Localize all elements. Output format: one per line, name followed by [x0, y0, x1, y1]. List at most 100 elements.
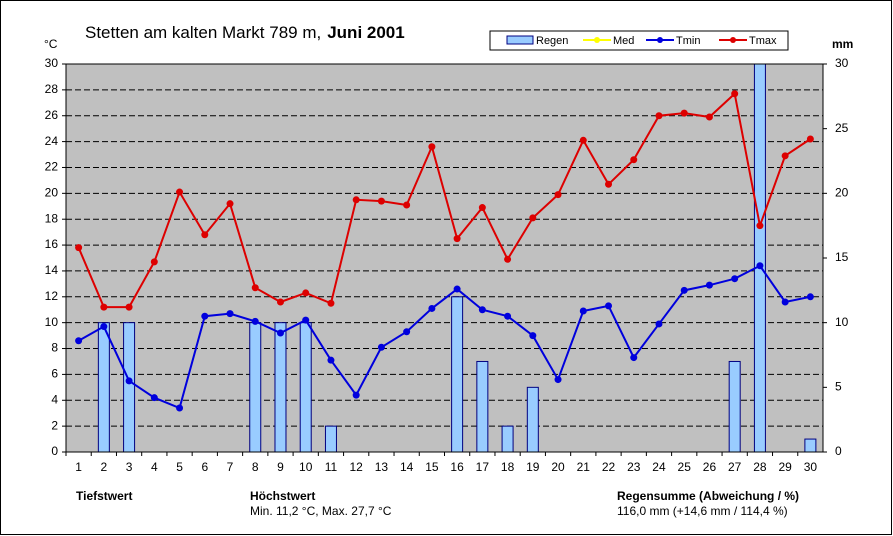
y-tick-label: 14	[45, 263, 59, 277]
legend-swatch	[730, 37, 736, 43]
point	[554, 376, 562, 384]
point	[781, 298, 789, 306]
y-tick-label: 8	[51, 341, 58, 355]
point	[731, 90, 739, 98]
rain-bar	[753, 63, 766, 453]
legend-label: Med	[613, 35, 634, 47]
point	[75, 337, 83, 345]
legend	[489, 30, 789, 51]
point	[781, 152, 789, 160]
footer-minmax: Min. 11,2 °C, Max. 27,7 °C	[250, 504, 392, 518]
point	[605, 180, 613, 188]
point	[756, 222, 764, 230]
title: Stetten am kalten Markt 789 m,	[85, 23, 321, 42]
y-tick-label: 28	[45, 82, 59, 96]
x-tick-label: 4	[151, 460, 158, 474]
point	[226, 200, 234, 208]
legend-swatch	[506, 35, 534, 45]
series-line	[77, 91, 811, 309]
point	[125, 377, 133, 385]
point	[731, 275, 739, 283]
point	[302, 289, 310, 297]
x-tick-label: 6	[201, 460, 208, 474]
x-tick-label: 15	[425, 460, 439, 474]
point	[428, 143, 436, 151]
x-tick-label: 22	[602, 460, 616, 474]
x-tick-label: 24	[652, 460, 666, 474]
rain-bar	[249, 322, 262, 453]
point	[529, 214, 537, 222]
chart-title: Stetten am kalten Markt 789 m, Juni 2001	[85, 23, 405, 42]
x-tick-label: 3	[126, 460, 133, 474]
x-tick-label: 30	[804, 460, 818, 474]
x-tick-label: 1	[75, 460, 82, 474]
x-tick-label: 12	[350, 460, 364, 474]
y-tick-label: 24	[45, 134, 59, 148]
point	[302, 316, 310, 324]
point	[201, 312, 209, 320]
point	[806, 135, 814, 143]
point	[579, 136, 587, 144]
point	[529, 332, 537, 340]
x-tick-label: 27	[728, 460, 742, 474]
footer-rain: 116,0 mm (+14,6 mm / 114,4 %)	[617, 504, 788, 518]
y-axis-label: °C	[44, 37, 58, 51]
rain-bar	[804, 438, 817, 453]
x-tick-label: 10	[299, 460, 313, 474]
y-tick-label: 30	[45, 56, 59, 70]
x-tick-label: 19	[526, 460, 540, 474]
x-tick-label: 25	[678, 460, 692, 474]
x-tick-label: 21	[577, 460, 591, 474]
x-tick-label: 18	[501, 460, 515, 474]
point	[428, 304, 436, 312]
rain-bar	[274, 322, 287, 453]
point	[705, 113, 713, 121]
point	[150, 394, 158, 402]
point	[756, 262, 764, 270]
rain-bar	[526, 386, 539, 453]
y-tick-label: 10	[45, 315, 59, 329]
point	[403, 328, 411, 336]
title-bold: Juni 2001	[327, 23, 405, 42]
x-tick-label: 2	[101, 460, 108, 474]
legend-label: Regen	[536, 35, 568, 47]
y2-tick-label: 5	[835, 380, 842, 394]
y-tick-label: 2	[51, 418, 58, 432]
point	[453, 285, 461, 293]
point	[478, 306, 486, 314]
plot-border	[65, 63, 824, 453]
point	[655, 112, 663, 120]
y2-tick-label: 0	[835, 444, 842, 458]
point	[352, 391, 360, 399]
point	[705, 281, 713, 289]
point	[377, 197, 385, 205]
y-tick-label: 22	[45, 160, 59, 174]
point	[226, 310, 234, 318]
point	[201, 231, 209, 239]
point	[276, 298, 284, 306]
point	[605, 302, 613, 310]
y-tick-label: 0	[51, 444, 58, 458]
plot-area	[66, 64, 823, 452]
y-tick-label: 12	[45, 289, 59, 303]
point	[579, 307, 587, 315]
point	[504, 312, 512, 320]
y2-tick-label: 25	[835, 121, 849, 135]
x-tick-label: 26	[703, 460, 717, 474]
x-tick-label: 5	[176, 460, 183, 474]
legend-label: Tmin	[676, 35, 700, 47]
y-tick-label: 26	[45, 108, 59, 122]
y-tick-label: 20	[45, 186, 59, 200]
x-tick-label: 23	[627, 460, 641, 474]
x-tick-label: 13	[375, 460, 389, 474]
point	[176, 404, 184, 412]
point	[251, 317, 259, 325]
point	[251, 284, 259, 292]
rain-bar	[123, 322, 136, 453]
rain-bar	[728, 360, 741, 453]
point	[630, 354, 638, 362]
x-tick-label: 29	[778, 460, 792, 474]
point	[100, 303, 108, 311]
point	[478, 204, 486, 212]
